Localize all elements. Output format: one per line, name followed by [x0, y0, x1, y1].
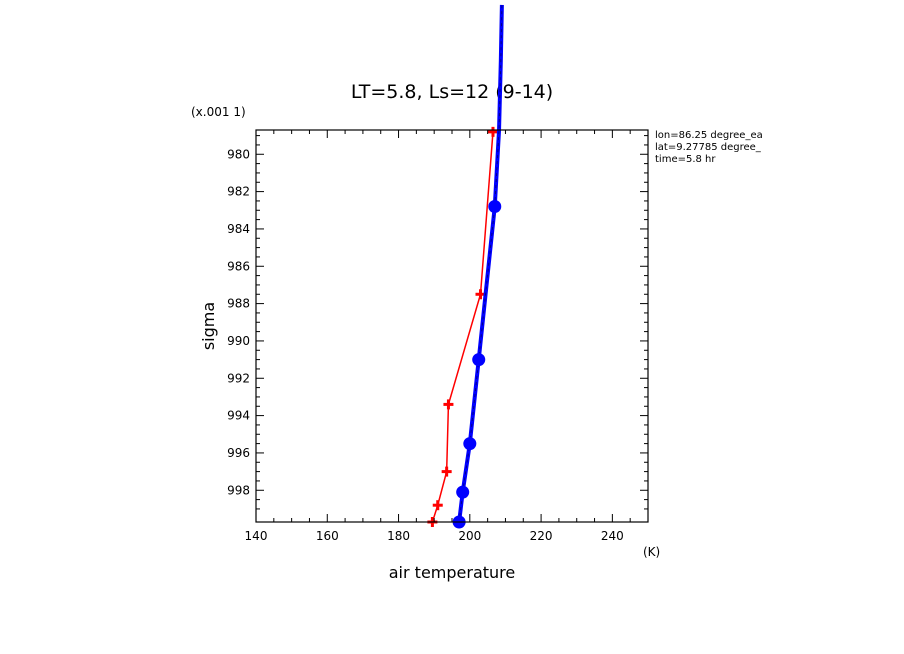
x-tick-label: 220: [530, 529, 553, 543]
data-point-plus: [432, 500, 443, 511]
data-point-plus: [443, 399, 454, 410]
series-2: [452, 4, 504, 529]
data-point-plus: [441, 466, 452, 477]
x-tick-label: 240: [601, 529, 624, 543]
y-tick-label: 986: [227, 259, 250, 273]
plot-frame: [255, 129, 649, 523]
info-line: lat=9.27785 degree_: [655, 142, 762, 153]
y-axis-label: sigma: [199, 302, 218, 350]
y-tick-label: 982: [227, 185, 250, 199]
y-axis: 980 982 984 986 988 990 992 994 996 998: [227, 135, 648, 510]
data-point-plus: [487, 126, 498, 137]
y-tick-label: 994: [227, 409, 250, 423]
data-point-circle: [456, 485, 470, 499]
info-line: time=5.8 hr: [655, 154, 716, 165]
y-tick-label: 980: [227, 147, 250, 161]
x-tick-label: 180: [387, 529, 410, 543]
series-1: [427, 126, 498, 527]
x-axis: 140 160 180 200 220 240: [245, 130, 649, 543]
y-tick-label: 992: [227, 371, 250, 385]
series-dashed-line: [458, 4, 503, 523]
y-tick-label: 988: [227, 297, 250, 311]
x-tick-label: 200: [458, 529, 481, 543]
x-axis-label: air temperature: [389, 563, 515, 582]
y-tick-label: 990: [227, 334, 250, 348]
x-tick-label: 160: [316, 529, 339, 543]
x-tick-label: 140: [245, 529, 268, 543]
y-tick-label: 998: [227, 483, 250, 497]
info-line: lon=86.25 degree_ea: [655, 130, 763, 141]
x-axis-unit: (K): [643, 545, 660, 559]
chart-title: LT=5.8, Ls=12 (9-14): [351, 81, 553, 103]
y-tick-label: 996: [227, 446, 250, 460]
y-scale-note: (x.001 1): [191, 105, 246, 119]
data-point-circle: [488, 200, 502, 214]
data-point-circle: [472, 353, 486, 367]
y-tick-label: 984: [227, 222, 250, 236]
series-layer: [427, 4, 504, 529]
data-point-circle: [463, 437, 477, 451]
